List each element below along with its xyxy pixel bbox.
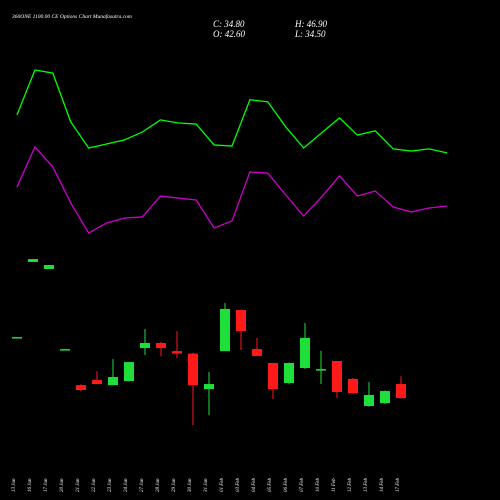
close-info: C: 34.80 [213,19,245,29]
x-tick-label: 07 Feb [300,477,305,492]
candle-body [44,265,54,269]
candle-body [124,362,134,381]
candle-body [236,310,246,332]
candle-body [220,308,230,352]
x-tick-label: 14 Feb [380,477,385,492]
x-tick-label: 06 Feb [284,477,289,492]
candle-body [204,384,214,390]
x-tick-label: 03 Feb [236,477,241,492]
x-tick-label: 20 Jan [60,478,65,492]
x-tick-label: 28 Jan [156,478,161,492]
candle-body [188,353,198,386]
candle-body [300,337,310,369]
candle-body [284,362,294,383]
candle-body [140,342,150,349]
low-info: L: 34.50 [294,29,326,39]
x-tick-label: 12 Feb [348,477,353,492]
candle-body [60,349,70,351]
x-tick-label: 04 Feb [252,477,257,492]
chart-title: 360ONE 1100.00 CE Options Chart Munafasu… [11,13,132,20]
candle-body [316,369,326,371]
x-tick-label: 30 Jan [188,478,193,492]
x-tick-label: 24 Jan [124,478,129,492]
candle-body [364,395,374,407]
indicator-line [16,145,448,234]
candle-body [92,380,102,385]
candle-body [108,377,118,386]
x-tick-label: 11 Feb [332,478,337,492]
x-tick-label: 10 Feb [316,477,321,492]
indicator-line [16,69,448,154]
candle-body [172,351,182,354]
x-tick-label: 27 Jan [140,478,145,492]
x-tick-label: 17 Jan [44,478,49,492]
x-tick-label: 21 Jan [76,478,81,492]
candle-body [76,385,86,390]
candle-body [268,362,278,390]
candle-body [348,379,358,394]
high-info: H: 46.90 [294,19,327,29]
candle-body [12,337,22,339]
candle-body [332,361,342,392]
candle-body [156,342,166,349]
x-tick-label: 01 Feb [220,477,225,492]
x-tick-label: 13 Jan [12,478,17,492]
x-tick-label: 17 Feb [396,477,401,492]
x-tick-label: 29 Jan [172,478,177,492]
x-tick-label: 13 Feb [364,477,369,492]
x-tick-label: 16 Jan [28,478,33,492]
x-tick-label: 23 Jan [108,478,113,492]
x-tick-label: 05 Feb [268,477,273,492]
candle-body [252,349,262,356]
candle-body [380,391,390,404]
open-info: O: 42.60 [213,29,245,39]
x-tick-label: 31 Jan [204,478,209,492]
x-tick-label: 22 Jan [92,478,97,492]
candle-body [396,384,406,399]
candle-body [28,259,38,262]
